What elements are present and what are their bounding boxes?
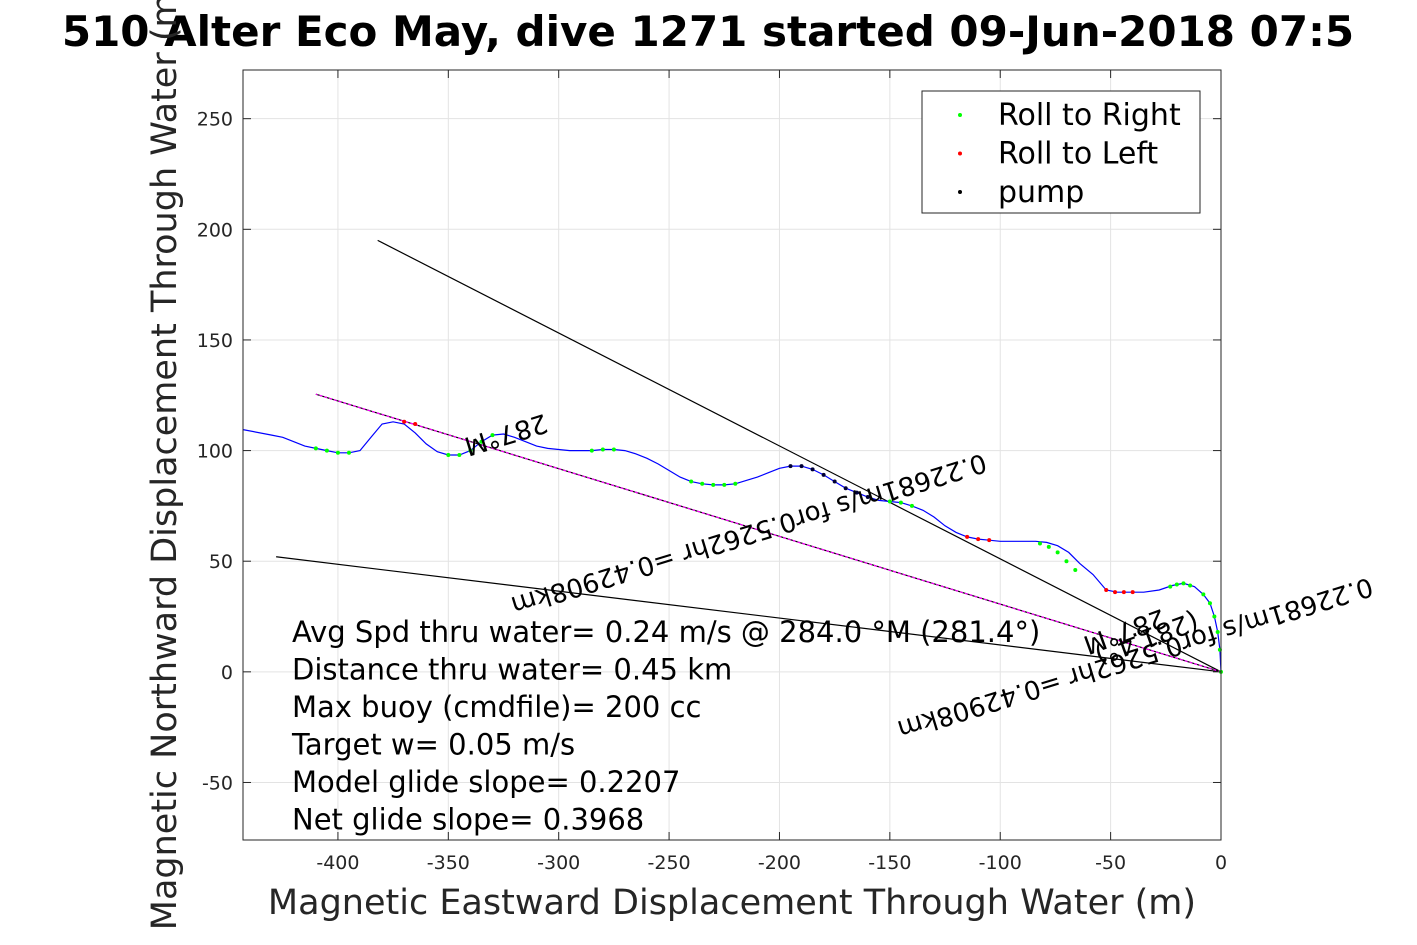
roll-right-point [490, 433, 495, 438]
y-tick-label: -50 [202, 772, 233, 794]
roll-right-point [457, 453, 462, 457]
y-tick-label: 200 [197, 219, 233, 241]
roll-left-point [987, 538, 992, 543]
target-line [315, 393, 1222, 673]
legend-label: pump [998, 175, 1084, 210]
grid [243, 70, 1222, 840]
axis-ticks: -400 -350 -300 -250 -200 -150 -100 -50 0 -50 0 50 10… [197, 70, 1227, 874]
roll-right-point [733, 481, 738, 486]
x-tick-label: -250 [648, 852, 691, 874]
roll-right-point [313, 446, 318, 451]
x-axis-label: Magnetic Eastward Displacement Through W… [268, 883, 1196, 923]
roll-right-point [1073, 568, 1078, 573]
y-tick-label: 150 [197, 330, 233, 352]
roll-right-point [1055, 550, 1060, 555]
roll-left-point [965, 534, 970, 539]
stats-line: Max buoy (cmdfile)= 200 cc [292, 690, 701, 724]
stats-line: Net glide slope= 0.3968 [292, 803, 644, 837]
roll-right-point [909, 503, 914, 508]
y-tick-label: 100 [197, 441, 233, 463]
pump-point [788, 464, 793, 469]
roll-left-point [1121, 590, 1126, 595]
pump-point [832, 479, 837, 484]
roll-right-point [346, 450, 351, 455]
roll-right-point [722, 482, 727, 487]
stats-line: Avg Spd thru water= 0.24 m/s @ 284.0 °M … [292, 615, 1040, 649]
roll-right-point [1037, 541, 1042, 546]
chart-title: 510 Alter Eco May, dive 1271 started 09-… [62, 7, 1354, 56]
roll-right-point [1174, 582, 1179, 587]
roll-right-point [1212, 614, 1217, 619]
legend-marker [958, 151, 962, 156]
roll-right-point [611, 447, 616, 452]
roll-right-point [1181, 581, 1186, 586]
roll-left-point [413, 422, 418, 427]
roll-right-point [1207, 601, 1212, 606]
roll-markers [313, 419, 1223, 674]
roll-right-point [479, 439, 484, 444]
roll-right-point [711, 482, 716, 487]
pump-point [843, 486, 848, 491]
legend-box [921, 90, 1201, 214]
legend-label: Roll to Left [998, 137, 1158, 172]
stats-box: Avg Spd thru water= 0.24 m/s @ 284.0 °M … [291, 615, 1040, 837]
roll-left-point [1113, 590, 1118, 595]
pump-point [854, 490, 859, 495]
roll-right-point [600, 447, 605, 452]
reference-line [276, 556, 1222, 673]
roll-right-point [1215, 630, 1220, 635]
roll-right-point [887, 499, 892, 504]
reference-line [377, 239, 1222, 673]
legend-label: Roll to Right [998, 98, 1181, 133]
track-line [242, 421, 1222, 672]
stats-line: Distance thru water= 0.45 km [292, 653, 732, 687]
roll-right-point [1201, 592, 1206, 597]
roll-right-point [1188, 583, 1193, 588]
pump-point [799, 464, 804, 469]
pump-point [821, 472, 826, 477]
roll-right-point [589, 448, 594, 453]
roll-right-point [1046, 544, 1051, 549]
roll-right-point [1064, 559, 1069, 564]
roll-right-point [700, 481, 705, 486]
stats-line: Model glide slope= 0.2207 [292, 765, 680, 799]
x-tick-label: -350 [427, 852, 470, 874]
x-tick-label: -150 [868, 852, 911, 874]
roll-left-point [1104, 587, 1109, 592]
x-tick-label: -400 [316, 852, 359, 874]
roll-right-point [446, 453, 451, 457]
roll-right-point [324, 448, 329, 453]
stats-line: Target w= 0.05 m/s [291, 728, 575, 762]
line-annotation: 0.22681m/s for0.5262hr =0.42908km [507, 447, 989, 620]
x-tick-label: -300 [537, 852, 580, 874]
roll-right-point [898, 500, 903, 505]
y-axis-label: Magnetic Northward Displacement Through … [145, 0, 185, 930]
pump-point [865, 495, 870, 500]
reference-lines [276, 239, 1222, 673]
legend-marker [958, 190, 962, 194]
x-tick-label: -100 [979, 852, 1022, 874]
roll-left-point [1130, 590, 1135, 595]
track-line-group [242, 421, 1222, 672]
roll-left-point [402, 419, 407, 424]
roll-right-point [1168, 584, 1173, 589]
roll-right-point [468, 448, 473, 453]
y-tick-label: 250 [197, 109, 233, 131]
pump-point [810, 467, 815, 472]
roll-left-point [976, 537, 981, 542]
y-tick-label: 0 [221, 662, 233, 684]
plot-area-frame [242, 69, 1222, 841]
x-tick-label: -50 [1095, 852, 1126, 874]
roll-right-point [689, 479, 694, 484]
y-tick-label: 50 [209, 551, 233, 573]
legend-marker [958, 113, 962, 117]
x-tick-label: -200 [758, 852, 801, 874]
roll-right-point [335, 450, 340, 455]
x-tick-label: 0 [1215, 852, 1227, 874]
